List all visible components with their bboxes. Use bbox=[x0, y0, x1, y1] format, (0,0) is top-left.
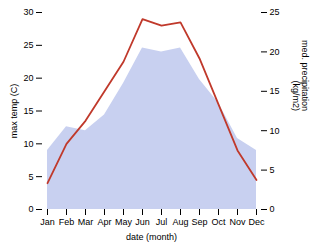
svg-text:0: 0 bbox=[28, 204, 33, 214]
svg-text:20: 20 bbox=[270, 47, 280, 57]
svg-text:10: 10 bbox=[270, 126, 280, 136]
svg-text:5: 5 bbox=[270, 165, 275, 175]
svg-text:Nov: Nov bbox=[229, 217, 246, 227]
svg-text:max temp (C): max temp (C) bbox=[9, 84, 19, 139]
svg-text:Jul: Jul bbox=[156, 217, 168, 227]
svg-text:Jan: Jan bbox=[40, 217, 55, 227]
svg-text:med. precipitation(kg/m2): med. precipitation(kg/m2) bbox=[291, 40, 310, 111]
svg-text:Apr: Apr bbox=[97, 217, 111, 227]
svg-text:15: 15 bbox=[270, 86, 280, 96]
svg-text:5: 5 bbox=[28, 172, 33, 182]
svg-text:Sep: Sep bbox=[191, 217, 207, 227]
svg-text:May: May bbox=[115, 217, 133, 227]
svg-text:Mar: Mar bbox=[78, 217, 94, 227]
svg-text:20: 20 bbox=[23, 73, 33, 83]
svg-text:25: 25 bbox=[23, 40, 33, 50]
svg-text:25: 25 bbox=[270, 7, 280, 17]
svg-text:date (month): date (month) bbox=[126, 232, 177, 242]
svg-text:0: 0 bbox=[270, 204, 275, 214]
svg-text:Jun: Jun bbox=[135, 217, 150, 227]
svg-text:Feb: Feb bbox=[59, 217, 75, 227]
svg-text:Aug: Aug bbox=[172, 217, 188, 227]
svg-text:15: 15 bbox=[23, 106, 33, 116]
svg-text:Oct: Oct bbox=[211, 217, 226, 227]
svg-text:10: 10 bbox=[23, 139, 33, 149]
svg-text:30: 30 bbox=[23, 7, 33, 17]
svg-text:Dec: Dec bbox=[248, 217, 265, 227]
